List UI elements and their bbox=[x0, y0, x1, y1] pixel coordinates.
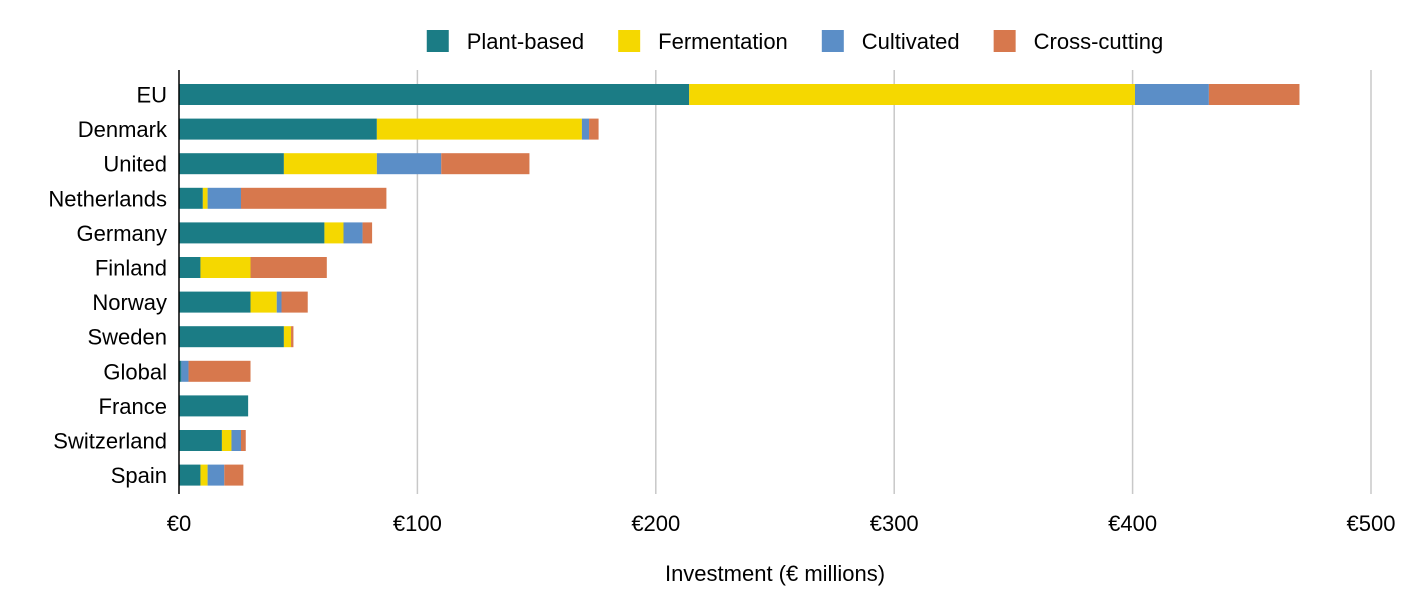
bar-segment bbox=[362, 222, 373, 244]
grid-layer bbox=[416, 70, 1372, 494]
category-label: Global bbox=[103, 359, 167, 384]
bar-segment bbox=[581, 118, 590, 140]
x-tick-label: €100 bbox=[393, 511, 442, 536]
legend-label: Cross-cutting bbox=[1034, 29, 1164, 54]
x-tick-label: €500 bbox=[1347, 511, 1396, 536]
category-label: Norway bbox=[92, 290, 167, 315]
bar-segment bbox=[179, 257, 201, 278]
bar-segment bbox=[179, 326, 284, 348]
bar-segment bbox=[250, 291, 277, 313]
category-label: Denmark bbox=[78, 117, 168, 142]
bar-segment bbox=[240, 187, 387, 209]
bar-segment bbox=[181, 360, 189, 382]
bar-segment bbox=[1134, 84, 1209, 105]
category-label-layer: EU Denmark United Netherlands Germany Finland… bbox=[48, 83, 168, 489]
legend-swatch bbox=[618, 30, 641, 52]
bar-segment bbox=[291, 326, 294, 348]
category-label: EU bbox=[136, 83, 167, 108]
bar-layer bbox=[179, 84, 1300, 486]
bar-segment bbox=[179, 118, 377, 140]
legend-label: Fermentation bbox=[658, 29, 788, 54]
bar-segment bbox=[202, 187, 208, 209]
legend-swatch bbox=[993, 30, 1016, 52]
category-label: Spain bbox=[111, 463, 167, 488]
bar-segment bbox=[689, 84, 1135, 105]
bar-segment bbox=[324, 222, 344, 244]
legend: Plant-based Fermentation Cultivated Cross-c… bbox=[426, 29, 1164, 54]
category-label: France bbox=[99, 394, 167, 419]
bar-segment bbox=[179, 84, 690, 105]
bar-segment bbox=[376, 153, 442, 175]
category-label: Germany bbox=[77, 221, 167, 246]
bar-segment bbox=[240, 430, 246, 451]
bar-segment bbox=[179, 222, 325, 244]
category-label: Sweden bbox=[87, 325, 167, 350]
x-tick-label-layer: €0 €100 €200 €300 €400 €500 bbox=[167, 511, 1396, 536]
bar-segment bbox=[179, 153, 284, 175]
bar-segment bbox=[207, 187, 241, 209]
category-label: Netherlands bbox=[48, 186, 167, 211]
bar-segment bbox=[207, 464, 225, 486]
bar-segment bbox=[179, 464, 201, 486]
legend-swatch bbox=[821, 30, 844, 52]
bar-segment bbox=[179, 291, 251, 313]
bar-segment bbox=[188, 360, 251, 382]
bar-segment bbox=[250, 257, 327, 278]
bar-segment bbox=[441, 153, 530, 175]
legend-swatch bbox=[426, 30, 449, 52]
bar-segment bbox=[376, 118, 582, 140]
bar-segment bbox=[1208, 84, 1300, 105]
bar-segment bbox=[283, 326, 292, 348]
bar-segment bbox=[179, 430, 222, 451]
category-label: Finland bbox=[95, 256, 167, 281]
bar-segment bbox=[343, 222, 363, 244]
bar-segment bbox=[200, 257, 251, 278]
category-label: United bbox=[103, 152, 167, 177]
bar-segment bbox=[224, 464, 244, 486]
bar-segment bbox=[276, 291, 282, 313]
bar-segment bbox=[200, 464, 208, 486]
bar-segment bbox=[179, 187, 203, 209]
x-tick-label: €300 bbox=[870, 511, 919, 536]
bar-segment bbox=[589, 118, 599, 140]
bar-segment bbox=[281, 291, 308, 313]
legend-label: Cultivated bbox=[862, 29, 960, 54]
legend-label: Plant-based bbox=[467, 29, 584, 54]
x-tick-label: €200 bbox=[631, 511, 680, 536]
bar-segment bbox=[283, 153, 377, 175]
x-axis-title: Investment (€ millions) bbox=[665, 561, 885, 586]
bar-segment bbox=[221, 430, 232, 451]
x-tick-label: €0 bbox=[167, 511, 191, 536]
bar-segment bbox=[179, 395, 249, 417]
bar-segment bbox=[179, 360, 182, 382]
category-label: Switzerland bbox=[53, 429, 167, 454]
x-tick-label: €400 bbox=[1108, 511, 1157, 536]
bar-segment bbox=[231, 430, 241, 451]
